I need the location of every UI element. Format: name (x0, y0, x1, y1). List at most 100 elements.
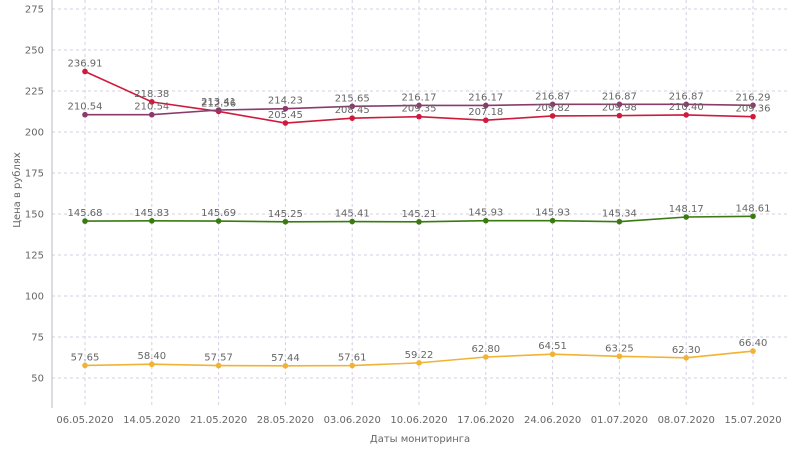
data-label: 58.40 (137, 351, 166, 362)
data-label: 210.40 (669, 102, 704, 113)
data-label: 57.57 (204, 353, 233, 364)
data-label: 216.17 (468, 92, 503, 103)
data-point[interactable] (215, 107, 222, 113)
data-label: 145.34 (602, 209, 637, 220)
data-label: 145.93 (535, 208, 570, 219)
data-point[interactable] (549, 217, 556, 224)
data-point[interactable] (549, 113, 556, 119)
data-point[interactable] (82, 111, 88, 118)
data-point[interactable] (616, 112, 623, 119)
data-label: 148.17 (669, 204, 704, 215)
data-point[interactable] (282, 105, 289, 112)
data-point[interactable] (683, 214, 689, 220)
x-tick-label: 17.06.2020 (457, 415, 514, 426)
data-point[interactable] (349, 362, 356, 369)
y-tick-labels: 50 75 100 125 150 175 200 225 250 275 (25, 5, 44, 385)
data-label: 209.36 (736, 104, 771, 115)
data-label: 218.38 (134, 89, 169, 100)
data-point[interactable] (282, 218, 289, 225)
data-point[interactable] (483, 217, 489, 224)
data-label: 148.61 (736, 203, 771, 214)
data-point[interactable] (149, 218, 155, 224)
data-point[interactable] (683, 355, 689, 361)
data-point[interactable] (82, 218, 88, 224)
data-label: 209.82 (535, 103, 570, 114)
data-point[interactable] (750, 113, 756, 120)
data-label: 57.44 (271, 353, 300, 364)
data-point[interactable] (483, 102, 489, 109)
data-label: 216.87 (535, 91, 570, 102)
y-axis-title: Цена в рублях (12, 152, 23, 228)
data-point[interactable] (149, 111, 155, 118)
data-point[interactable] (215, 218, 222, 224)
data-label: 145.83 (134, 208, 169, 219)
y-tick-label: 75 (31, 333, 44, 344)
data-point[interactable] (282, 362, 289, 369)
data-label: 145.41 (335, 209, 370, 220)
data-point[interactable] (416, 113, 422, 120)
data-label: 64.51 (538, 341, 567, 352)
data-point[interactable] (349, 103, 356, 110)
x-tick-label: 21.05.2020 (190, 415, 247, 426)
data-point[interactable] (282, 120, 289, 126)
x-tick-label: 14.05.2020 (123, 415, 180, 426)
data-point[interactable] (750, 348, 756, 354)
data-point[interactable] (416, 219, 422, 225)
data-point[interactable] (149, 99, 155, 105)
data-label: 215.65 (335, 93, 370, 104)
data-point[interactable] (149, 361, 155, 368)
data-label: 210.54 (68, 102, 103, 113)
data-label: 214.23 (268, 96, 303, 107)
data-point[interactable] (683, 112, 689, 118)
x-tick-label: 06.05.2020 (56, 415, 113, 426)
data-label: 208.45 (335, 105, 370, 116)
x-tick-label: 15.07.2020 (724, 415, 781, 426)
x-tick-labels: 06.05.2020 14.05.2020 21.05.2020 28.05.2020… (56, 415, 781, 426)
data-point[interactable] (349, 115, 356, 121)
data-label: 216.87 (669, 91, 704, 102)
data-label: 62.30 (672, 345, 701, 356)
data-point[interactable] (416, 360, 422, 366)
data-label: 59.22 (405, 350, 434, 361)
data-point[interactable] (616, 218, 623, 225)
y-tick-label: 250 (25, 46, 44, 57)
data-label: 213.41 (201, 97, 236, 108)
grid-lines (52, 0, 790, 408)
data-point[interactable] (616, 353, 623, 360)
data-label: 66.40 (739, 338, 768, 349)
data-label: 145.25 (268, 209, 303, 220)
data-label: 145.68 (68, 208, 103, 219)
data-point[interactable] (549, 351, 556, 358)
data-label: 210.54 (134, 102, 169, 113)
data-label: 216.29 (736, 92, 771, 103)
data-point[interactable] (215, 362, 222, 369)
data-label: 216.87 (602, 91, 637, 102)
x-tick-label: 03.06.2020 (324, 415, 381, 426)
data-label: 207.18 (468, 107, 503, 118)
data-point[interactable] (750, 102, 756, 109)
data-point[interactable] (683, 101, 689, 108)
data-point[interactable] (483, 354, 489, 360)
x-tick-label: 01.07.2020 (591, 415, 648, 426)
data-label: 212.56 (201, 98, 236, 109)
data-point[interactable] (82, 362, 88, 369)
data-label: 57.61 (338, 353, 367, 364)
data-label: 216.17 (402, 92, 437, 103)
data-point[interactable] (483, 117, 489, 124)
data-point[interactable] (82, 68, 88, 75)
data-label: 205.45 (268, 110, 303, 121)
x-tick-label: 24.06.2020 (524, 415, 581, 426)
data-point[interactable] (616, 101, 623, 108)
data-label: 145.93 (468, 208, 503, 219)
y-tick-label: 100 (25, 292, 44, 303)
y-tick-label: 225 (25, 87, 44, 98)
data-point[interactable] (416, 102, 422, 109)
data-point[interactable] (349, 218, 356, 225)
data-label: 145.21 (402, 209, 437, 220)
data-point[interactable] (750, 213, 756, 220)
y-tick-label: 275 (25, 5, 44, 16)
data-label: 62.80 (471, 344, 500, 355)
x-tick-label: 28.05.2020 (257, 415, 314, 426)
data-point[interactable] (549, 101, 556, 108)
